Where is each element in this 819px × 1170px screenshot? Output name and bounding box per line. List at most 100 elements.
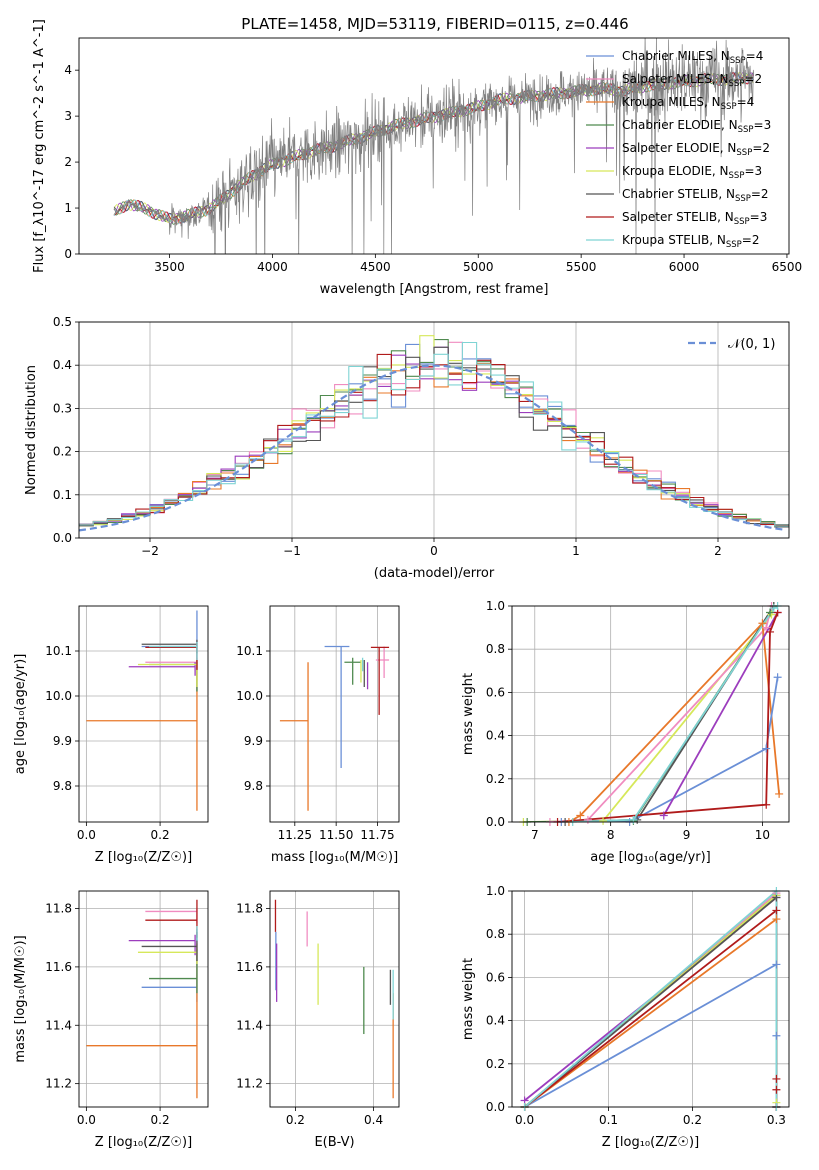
x-tick-label: 0.0: [77, 828, 96, 842]
legend-subscript: SSP: [734, 217, 750, 227]
x-tick-label: 0.2: [151, 1113, 170, 1127]
y-tick-label: 0.0: [486, 1100, 505, 1114]
x-axis-label: Z [log₁₀(Z/Z☉)]: [95, 1135, 192, 1150]
legend-entry: Salpeter MILES, NSSP=2: [622, 72, 762, 89]
legend-subscript: SSP: [730, 56, 746, 66]
weight-marker-salpeter-elodie: [659, 811, 668, 820]
legend-suffix: =3: [750, 210, 768, 224]
x-tick-label: 0.0: [515, 1113, 534, 1127]
y-tick-label: 0.0: [486, 815, 505, 829]
y-tick-label: 11.4: [45, 1018, 72, 1032]
x-tick-label: 0.4: [364, 1113, 383, 1127]
legend-entry: Kroupa STELIB, NSSP=2: [622, 233, 760, 250]
legend-subscript: SSP: [735, 194, 751, 204]
legend: Chabrier MILES, NSSP=4 Salpeter MILES, NS…: [586, 49, 771, 250]
panel-age_vs_Z: 0.0 0.2 9.8 9.9 10.0 10.1 Z [log₁₀(Z/Z☉)] age […: [13, 605, 209, 865]
legend-entry: Chabrier ELODIE, NSSP=3: [622, 118, 771, 135]
legend-suffix: =2: [744, 72, 762, 86]
panel-massweight_vs_Z: 0.0 0.1 0.2 0.3 0.0 0.2 0.4 0.6 0.8 1.0 Z [log₁₀(Z…: [461, 884, 790, 1150]
y-tick-label: 11.8: [45, 902, 72, 916]
y-tick-label: 0.5: [53, 315, 72, 329]
weight-marker-salpeter-stelib: [762, 800, 771, 809]
weight-line-salpeter-elodie: [663, 612, 779, 816]
x-tick-label: 0.1: [599, 1113, 618, 1127]
panel-age_vs_mass: 11.25 11.50 11.75 9.8 9.9 10.0 10.1 mass [log₁₀…: [236, 605, 400, 865]
legend-subscript: SSP: [721, 102, 737, 112]
axes-frame: [511, 605, 790, 823]
x-tick-label: 7: [531, 828, 539, 842]
plot-area: [113, 38, 755, 254]
x-tick-label: 0.2: [286, 1113, 305, 1127]
axes-frame: [269, 890, 400, 1108]
legend-suffix: =3: [744, 164, 762, 178]
legend-entry: Kroupa ELODIE, NSSP=3: [622, 164, 762, 181]
legend-entry: Chabrier STELIB, NSSP=2: [622, 187, 769, 204]
weight-marker-salpeter-stelib: [766, 627, 775, 636]
y-axis-label: age [log₁₀(age/yr)]: [13, 654, 28, 775]
weight-marker-salpeter-miles: [583, 815, 592, 824]
x-tick-label: 0.3: [767, 1113, 786, 1127]
x-tick-label: 11.50: [319, 828, 353, 842]
y-tick-label: 0.4: [53, 358, 72, 372]
x-tick-label: 2: [714, 544, 722, 558]
x-tick-label: 5500: [566, 260, 597, 274]
y-tick-label: 11.2: [45, 1077, 72, 1091]
weight-marker-kroupa-miles: [775, 789, 784, 798]
x-tick-label: 4000: [257, 260, 288, 274]
panel-massweight_vs_age: 7 8 9 10 0.0 0.2 0.4 0.6 0.8 1.0 age [log₁₀(age/yr…: [461, 599, 790, 865]
x-axis-label: Z [log₁₀(Z/Z☉)]: [95, 850, 192, 865]
y-tick-label: 10.1: [236, 644, 263, 658]
plot-area: [274, 899, 394, 1099]
plot-area: [279, 645, 390, 811]
x-axis-label: E(B-V): [314, 1135, 354, 1150]
y-axis-label: mass weight: [461, 958, 476, 1040]
y-tick-label: 10.1: [45, 644, 72, 658]
y-tick-label: 0.0: [53, 531, 72, 545]
legend-subscript: SSP: [736, 148, 752, 158]
y-tick-label: 0.3: [53, 401, 72, 415]
y-tick-label: 3: [64, 109, 72, 123]
legend-entry: Salpeter ELODIE, NSSP=2: [622, 141, 770, 158]
weight-marker-kroupa-miles: [576, 811, 585, 820]
weight-marker-kroupa-stelib: [629, 815, 638, 824]
x-tick-label: −2: [141, 544, 159, 558]
panel-spectrum: 3500 4000 4500 5000 5500 6000 6500 0 1 2 3 4 wavelen…: [32, 19, 803, 297]
plot-area: [79, 335, 789, 532]
axes-frame: [511, 890, 790, 1108]
y-tick-label: 10.0: [45, 689, 72, 703]
y-axis-label: Normed distribution: [24, 365, 39, 495]
axes-frame: [269, 605, 400, 823]
y-tick-label: 11.8: [236, 902, 263, 916]
x-tick-label: 6500: [772, 260, 803, 274]
legend-suffix: =2: [742, 233, 760, 247]
x-tick-label: 11.25: [278, 828, 312, 842]
x-tick-label: 9: [683, 828, 691, 842]
x-tick-label: 0: [430, 544, 438, 558]
weight-marker-chabrier-elodie: [766, 608, 775, 617]
weight-marker-chabrier-miles: [772, 1031, 781, 1040]
legend-entry: 𝒩(0, 1): [728, 337, 775, 352]
y-tick-label: 9.9: [244, 734, 263, 748]
y-tick-label: 9.8: [244, 779, 263, 793]
y-tick-label: 0.2: [53, 445, 72, 459]
x-tick-label: 6000: [669, 260, 700, 274]
y-axis-label: mass weight: [461, 673, 476, 755]
legend: 𝒩(0, 1): [688, 337, 775, 352]
x-tick-label: 5000: [463, 260, 494, 274]
y-tick-label: 9.9: [53, 734, 72, 748]
weight-line-salpeter-stelib: [557, 612, 779, 822]
y-tick-label: 1: [64, 201, 72, 215]
axes-frame: [78, 321, 790, 539]
weight-marker-chabrier-miles: [762, 744, 771, 753]
weight-marker-salpeter-stelib: [772, 1085, 781, 1094]
y-tick-label: 0.8: [486, 642, 505, 656]
y-tick-label: 11.4: [236, 1018, 263, 1032]
weight-marker-salpeter-stelib: [772, 1074, 781, 1083]
x-tick-label: −1: [283, 544, 301, 558]
weight-marker-salpeter-stelib: [772, 906, 781, 915]
x-tick-label: 4500: [360, 260, 391, 274]
y-tick-label: 11.6: [45, 960, 72, 974]
panel-residuals: −2 −1 0 1 2 0.0 0.1 0.2 0.3 0.4 0.5 (data-model)/er…: [24, 315, 790, 581]
plot-area: [86, 899, 198, 1099]
x-tick-label: 0.2: [151, 828, 170, 842]
